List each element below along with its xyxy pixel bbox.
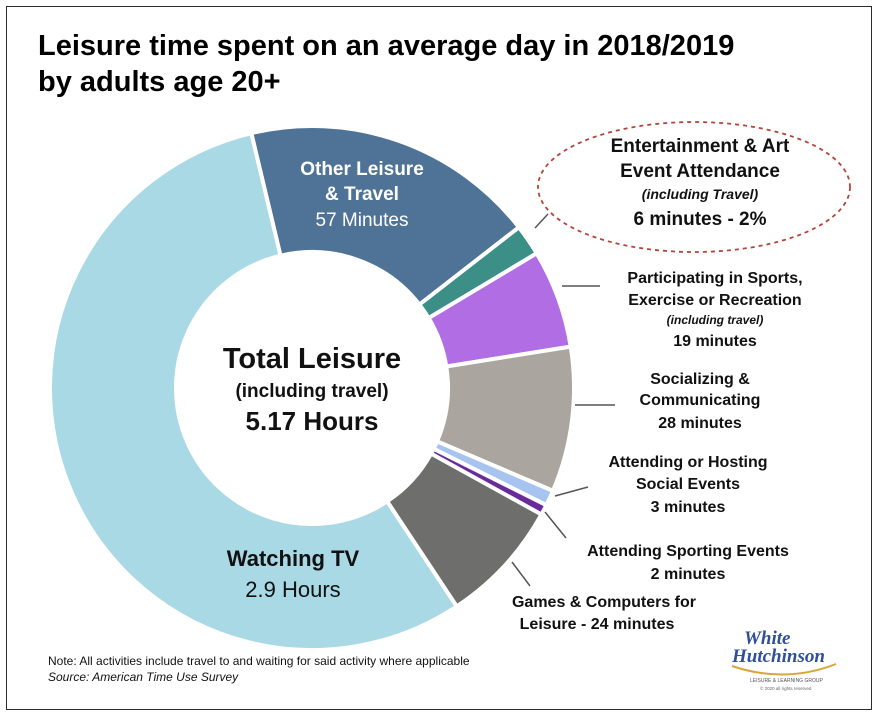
- label-sporting-line1: Attending Sporting Events: [587, 543, 789, 560]
- center-label-subtitle: (including travel): [235, 381, 388, 402]
- label-entertainment-line2: Event Attendance: [620, 161, 780, 182]
- logo-copyright: © 2020 all rights reserved: [760, 685, 812, 691]
- center-label-total: 5.17 Hours: [246, 406, 379, 436]
- label-tv-value: 2.9 Hours: [245, 577, 340, 602]
- label-socializing-line2: Communicating: [640, 392, 761, 409]
- label-sporting-value: 2 minutes: [651, 566, 726, 583]
- label-sports-note: (including travel): [667, 313, 764, 327]
- center-label-title: Total Leisure: [223, 343, 401, 375]
- title-line-1: Leisure time spent on an average day in …: [38, 30, 735, 62]
- leader-line-sporting: [544, 511, 567, 539]
- label-entertainment-value: 6 minutes - 2%: [633, 209, 766, 230]
- logo-line1: White: [744, 628, 791, 649]
- footnote: Note: All activities include travel to a…: [48, 653, 470, 685]
- leader-line-games: [511, 561, 531, 587]
- label-entertainment-note: (including Travel): [642, 186, 759, 202]
- leader-line-entertainment: [534, 213, 549, 229]
- white-hutchinson-logo: White Hutchinson LEISURE & LEARNING GROU…: [731, 628, 837, 691]
- label-sports-value: 19 minutes: [673, 333, 757, 350]
- entertainment-callout-ellipse: [537, 121, 851, 253]
- label-sports-line2: Exercise or Recreation: [628, 292, 801, 309]
- label-hosting-value: 3 minutes: [651, 499, 726, 516]
- leader-lines: [511, 213, 615, 587]
- label-hosting-line2: Social Events: [636, 476, 740, 493]
- label-sports-line1: Participating in Sports,: [627, 270, 802, 287]
- logo-tagline: LEISURE & LEARNING GROUP: [750, 678, 823, 684]
- footnote-source: Source: American Time Use Survey: [48, 670, 239, 684]
- logo-line2: Hutchinson: [731, 646, 825, 667]
- logo-swoosh: [731, 663, 837, 676]
- donut-slice-0: [248, 124, 522, 308]
- label-other-line2: & Travel: [325, 184, 399, 205]
- label-games-line1: Games & Computers for: [512, 594, 696, 611]
- label-socializing-line1: Socializing &: [650, 371, 750, 388]
- donut-slice-7: [47, 130, 460, 652]
- label-games-line2: Leisure - 24 minutes: [520, 616, 675, 633]
- label-tv-title: Watching TV: [227, 546, 360, 571]
- leader-line-hosting: [554, 486, 589, 497]
- label-hosting-line1: Attending or Hosting: [608, 454, 767, 471]
- title-line-2: by adults age 20+: [38, 66, 281, 98]
- label-entertainment-line1: Entertainment & Art: [611, 136, 790, 157]
- label-other-line1: Other Leisure: [300, 159, 424, 180]
- label-other-value: 57 Minutes: [316, 210, 409, 231]
- chart-title: Leisure time spent on an average day in …: [38, 28, 838, 100]
- donut-slices: [47, 124, 576, 652]
- footnote-note: Note: All activities include travel to a…: [48, 654, 470, 668]
- label-socializing-value: 28 minutes: [658, 415, 742, 432]
